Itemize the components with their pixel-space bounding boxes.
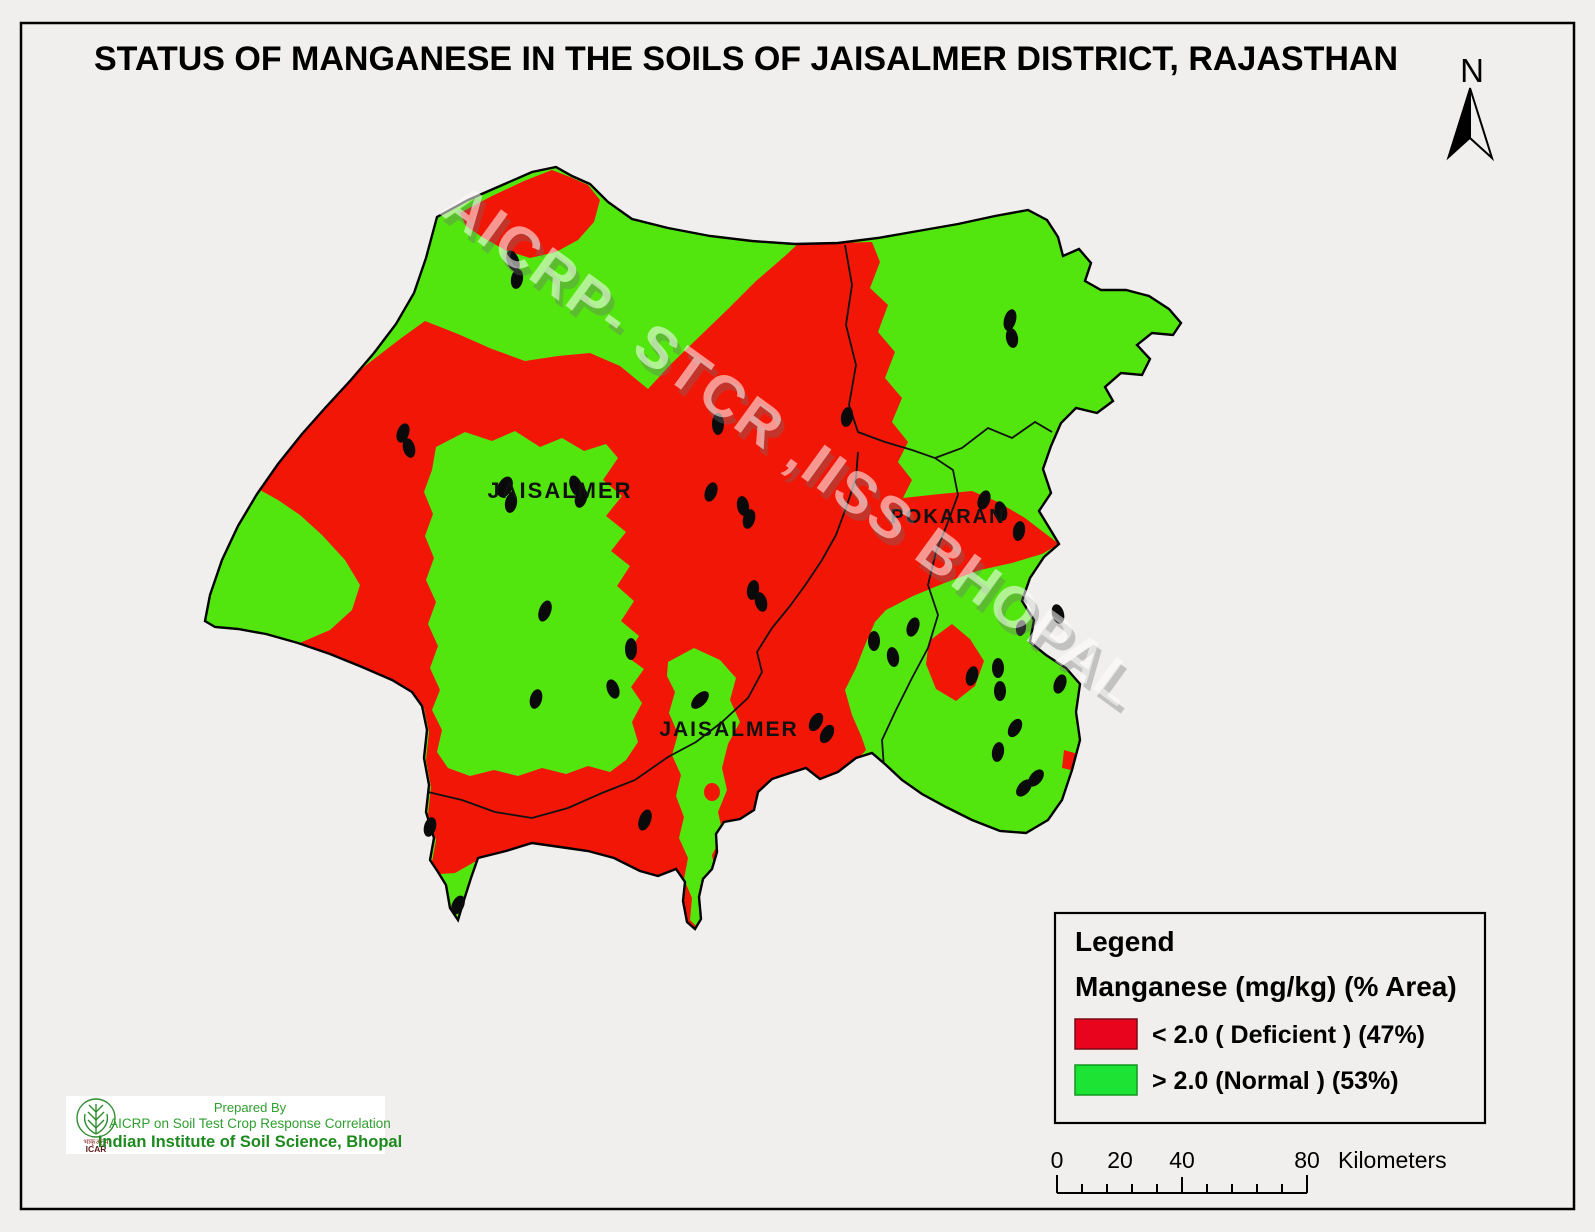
tehsil-boundaries	[427, 244, 1053, 819]
region-label-jaisalmer-south: JAISALMER	[659, 718, 798, 741]
legend-title: Legend	[1075, 926, 1175, 957]
legend: Legend Manganese (mg/kg) (% Area) < 2.0 …	[1053, 911, 1487, 1125]
deficient-spot-strip	[704, 783, 720, 801]
north-arrow-right-blade	[1469, 87, 1495, 162]
north-arrow-left-blade	[1446, 87, 1471, 161]
scale-bar-labels: 0 20 40 80 Kilometers	[1051, 1147, 1447, 1173]
scale-bar	[1056, 1175, 1308, 1194]
district-outline	[203, 165, 1183, 931]
scale-tick-0: 0	[1051, 1147, 1064, 1173]
normal-island-small	[505, 528, 533, 556]
icar-logo-label: ICAR	[86, 1144, 107, 1154]
legend-swatch-normal	[1074, 1064, 1138, 1096]
normal-island-south-strip	[667, 648, 740, 928]
credits-org1: AICRP on Soil Test Crop Response Correla…	[109, 1116, 391, 1131]
tehsil-boundary-east	[934, 420, 1053, 459]
deficient-region-top	[460, 170, 600, 258]
page-title: STATUS OF MANGANESE IN THE SOILS OF JAIS…	[94, 40, 1398, 78]
north-arrow: N	[1446, 52, 1495, 162]
legend-label-deficient: < 2.0 ( Deficient ) (47%)	[1152, 1021, 1425, 1049]
region-label-pokaran: POKARAN	[890, 506, 1005, 528]
tehsil-boundary-pokaran	[844, 244, 959, 769]
credits-prepared-by: Prepared By	[214, 1100, 287, 1115]
sample-points	[396, 250, 1067, 915]
scale-tick-40: 40	[1169, 1147, 1195, 1173]
tehsil-boundary-south	[427, 451, 859, 819]
icar-logo-circle	[76, 1098, 116, 1138]
credits-org2: Indian Institute of Soil Science, Bhopal	[98, 1133, 402, 1151]
scale-tick-80: 80	[1294, 1147, 1320, 1173]
legend-label-normal: > 2.0 (Normal ) (53%)	[1152, 1067, 1399, 1095]
icar-logo-hindi: भाकृअनुप	[83, 1138, 109, 1146]
credits: भाकृअनुप ICAR Prepared By AICRP on Soil …	[66, 1096, 402, 1154]
district-map: JAISALMER POKARAN JAISALMER	[203, 165, 1183, 931]
credits-panel	[66, 1096, 385, 1154]
legend-swatch-deficient	[1074, 1018, 1138, 1050]
region-label-jaisalmer-north: JAISALMER	[487, 478, 632, 503]
icar-logo	[76, 1098, 116, 1138]
legend-subtitle: Manganese (mg/kg) (% Area)	[1075, 971, 1457, 1002]
sheet-frame	[19, 21, 1576, 1211]
normal-island-central	[424, 431, 644, 776]
scale-tick-20: 20	[1107, 1147, 1133, 1173]
scale-unit: Kilometers	[1338, 1147, 1447, 1173]
north-arrow-label: N	[1460, 52, 1484, 89]
